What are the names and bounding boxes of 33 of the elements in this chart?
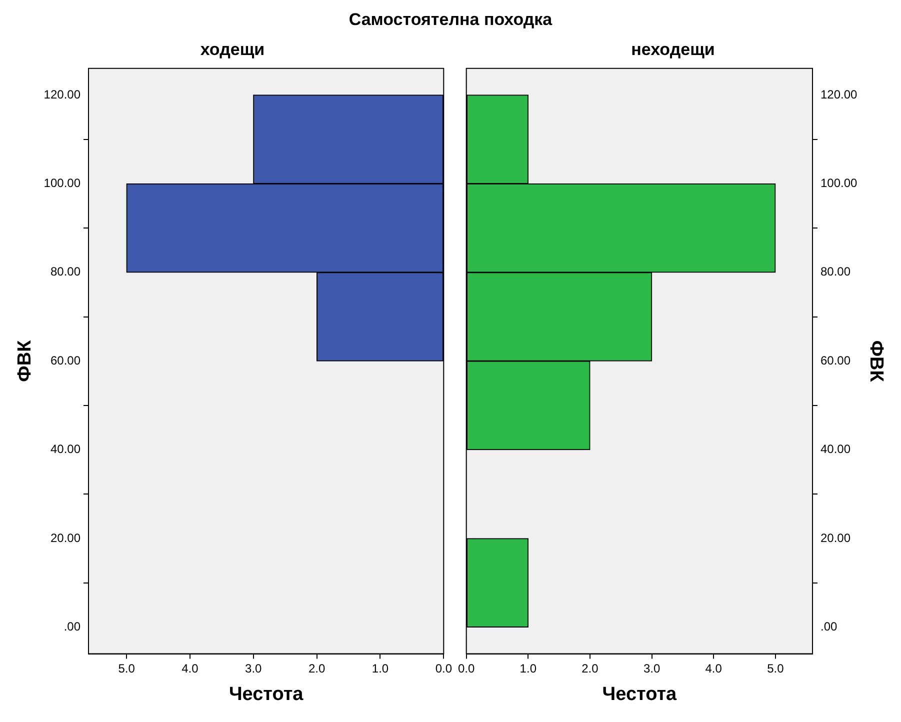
x-tick-label: 3.0 — [245, 661, 262, 676]
y-tick-label: .00 — [64, 620, 81, 634]
x-tick-label: 2.0 — [308, 661, 326, 676]
x-tick-label: 4.0 — [182, 661, 199, 676]
y-tick-label: 100.00 — [820, 176, 858, 190]
chart-title: Самостоятелна походка — [348, 9, 554, 31]
y-tick-label: 60.00 — [50, 353, 81, 368]
y-axis-title: ФВК — [14, 340, 36, 382]
x-axis-title: Честота — [228, 684, 304, 705]
x-tick-label: 2.0 — [582, 661, 599, 676]
y-tick-label: 20.00 — [820, 530, 851, 545]
x-tick-label: 4.0 — [705, 661, 722, 676]
x-axis-title: Честота — [602, 684, 677, 705]
y-tick-label: 100.00 — [44, 176, 81, 190]
chart-subtitle: неходещи — [631, 40, 715, 59]
y-tick-label: 120.00 — [820, 87, 858, 102]
y-tick-label: 40.00 — [820, 442, 851, 456]
y-tick-label: 60.00 — [820, 353, 851, 368]
y-tick-label: 80.00 — [50, 264, 81, 279]
x-tick-label: 3.0 — [643, 661, 660, 676]
x-tick-label: 5.0 — [767, 661, 784, 676]
y-tick-label: 120.00 — [44, 87, 81, 102]
chart-subtitle: ходещи — [200, 40, 265, 59]
x-tick-label: 0.0 — [435, 661, 452, 676]
y-tick-label: 20.00 — [50, 530, 81, 545]
x-tick-label: 1.0 — [520, 661, 537, 676]
y-tick-label: 40.00 — [50, 442, 81, 456]
x-tick-label: 0.0 — [458, 661, 476, 676]
x-tick-label: 5.0 — [118, 661, 136, 676]
y-axis-title: ФВК — [865, 340, 886, 382]
x-tick-label: 1.0 — [372, 661, 389, 676]
y-tick-label: .00 — [820, 620, 838, 634]
y-tick-label: 80.00 — [820, 264, 851, 279]
